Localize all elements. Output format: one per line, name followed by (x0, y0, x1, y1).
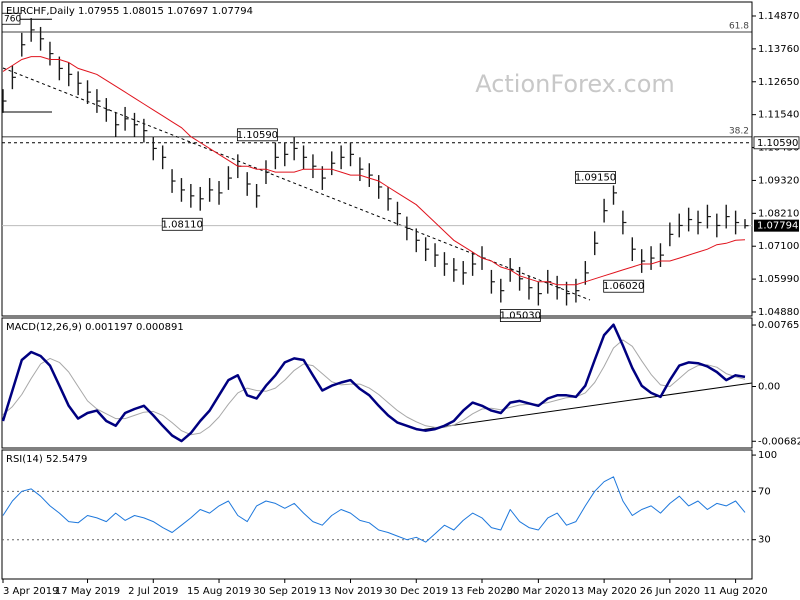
panel: 0.007655 0.00 -0.006822 MACD(12,26,9) 0.001… (1, 317, 800, 449)
level-label: 1.10590 (757, 138, 798, 149)
panel-title: RSI(14) 52.5479 (6, 454, 87, 465)
level-box (1, 12, 21, 25)
fib-label: 61.8 (729, 21, 749, 31)
y-tick-label: 1.12650 (758, 77, 799, 88)
x-tick-label: 3 Apr 2019 (3, 586, 58, 597)
x-tick-label: 13 Nov 2019 (318, 586, 382, 597)
series-line (2, 476, 746, 543)
fib-label: 38.2 (729, 126, 749, 136)
annotation-label: 1.06020 (603, 281, 644, 292)
y-tick-label: 1.09320 (758, 175, 799, 186)
x-tick-label: 13 May 2020 (572, 586, 637, 597)
level-label: 760 (4, 15, 21, 25)
y-tick-label: 0.00 (758, 381, 780, 392)
watermark: ActionForex.com (475, 70, 675, 98)
macd-trend-line (419, 382, 753, 431)
y-tick-label: 30 (758, 535, 771, 546)
annotation-label: 1.09150 (575, 172, 616, 183)
annotation-label: 1.10590 (237, 130, 278, 141)
panel-frame (1, 1, 753, 317)
x-tick-label: 30 Mar 2020 (507, 586, 570, 597)
annotation-label: 1.08110 (162, 219, 203, 230)
y-tick-label: 1.11540 (758, 110, 799, 121)
y-tick-label: 1.08210 (758, 208, 799, 219)
y-tick-label: 1.07100 (758, 241, 799, 252)
x-tick-label: 26 Jun 2020 (640, 586, 700, 597)
annotation-label: 1.05030 (500, 311, 541, 322)
moving-average (2, 56, 746, 286)
annotation-box (575, 171, 616, 184)
last-price-label: 1.07794 (757, 221, 798, 232)
level-box (753, 136, 800, 150)
panel-frame (1, 449, 753, 580)
y-tick-label: 70 (758, 486, 771, 497)
x-tick-label: 17 May 2019 (55, 586, 120, 597)
annotation-box (499, 309, 541, 322)
annotation-box (236, 128, 278, 142)
x-tick-label: 13 Feb 2020 (451, 586, 513, 597)
series-line (1, 323, 746, 443)
y-tick-label: 1.13760 (758, 44, 799, 55)
annotation-box (603, 279, 645, 293)
panel-title: MACD(12,26,9) 0.001197 0.000891 (6, 322, 184, 333)
y-tick-label: 1.04880 (758, 307, 799, 318)
panel-frame (1, 317, 753, 449)
x-tick-label: 2 Jul 2019 (128, 586, 178, 597)
y-tick-label: 0.007655 (758, 320, 800, 331)
last-price-box (754, 219, 799, 232)
y-tick-label: -0.006822 (758, 436, 800, 447)
y-tick-label: 100 (758, 450, 777, 461)
panel-title: EURCHF,Daily 1.07955 1.08015 1.07697 1.0… (6, 6, 253, 17)
x-tick-label: 11 Aug 2020 (704, 586, 768, 597)
panel: 1.148701.137601.126501.115401.104301.093… (1, 1, 800, 322)
x-tick-label: 30 Dec 2019 (384, 586, 448, 597)
y-tick-label: 1.05990 (758, 274, 799, 285)
x-tick-label: 15 Aug 2019 (187, 586, 251, 597)
x-tick-label: 30 Sep 2019 (253, 586, 316, 597)
annotation-box (161, 217, 203, 231)
y-tick-label: 1.14870 (758, 11, 799, 22)
